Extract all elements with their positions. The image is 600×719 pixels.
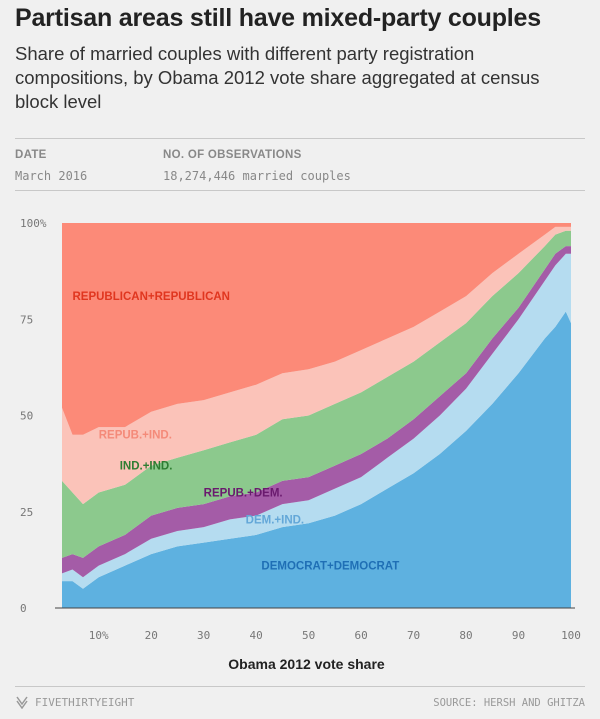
- stacked-area-chart: 0 25 50 75 100% 10% 20 30 40 50 60 70 80 90 100 Obama 2…: [20, 217, 581, 672]
- area-repub-ind: [62, 226, 571, 505]
- area-ind-ind: [62, 230, 571, 558]
- observations-value: 18,274,446 married couples: [163, 169, 351, 183]
- y-tick-label: 75: [20, 313, 33, 326]
- footer-source: SOURCE: HERSH AND GHITZA: [433, 697, 585, 709]
- series-label-repub-dem: REPUB.+DEM.: [204, 487, 283, 499]
- area-democrat-democrat: [62, 311, 571, 608]
- area-repub-dem: [62, 246, 571, 578]
- x-tick-label: 50: [302, 629, 315, 642]
- series-label-repub-ind: REPUB.+IND.: [99, 430, 172, 442]
- series-label-republican-republican: REPUBLICAN+REPUBLICAN: [72, 291, 230, 303]
- chart-title: Partisan areas still have mixed-party co…: [15, 4, 541, 32]
- x-tick-label: 70: [407, 629, 420, 642]
- series-label-ind-ind: IND.+IND.: [120, 460, 173, 472]
- footer-logo-text: FIVETHIRTYEIGHT: [35, 695, 135, 709]
- series-label-dem-ind: DEM.+IND.: [246, 514, 304, 526]
- area-republican-republican: [62, 223, 571, 435]
- divider-bottom: [15, 190, 585, 191]
- y-tick-label: 50: [20, 410, 33, 423]
- chart-subtitle: Share of married couples with different …: [15, 43, 540, 112]
- y-tick-label: 0: [20, 602, 27, 615]
- x-tick-label: 90: [512, 629, 525, 642]
- x-tick-label: 20: [145, 629, 158, 642]
- divider-top: [15, 138, 585, 139]
- x-tick-label: 100: [561, 629, 581, 642]
- x-tick-label: 40: [250, 629, 263, 642]
- footer-logo: FIVETHIRTYEIGHT: [15, 695, 134, 709]
- y-tick-label: 25: [20, 506, 33, 519]
- observations-label: NO. OF OBSERVATIONS: [163, 149, 302, 161]
- x-tick-label: 10%: [89, 629, 109, 642]
- x-axis-label: Obama 2012 vote share: [228, 656, 385, 672]
- area-dem-ind: [62, 253, 571, 589]
- x-tick-label: 80: [459, 629, 472, 642]
- x-tick-label: 30: [197, 629, 210, 642]
- date-label: DATE: [15, 149, 47, 161]
- date-value: March 2016: [15, 169, 88, 183]
- y-tick-label: 100%: [20, 217, 47, 230]
- x-tick-label: 60: [354, 629, 367, 642]
- series-label-democrat-democrat: DEMOCRAT+DEMOCRAT: [261, 561, 399, 573]
- fivethirtyeight-logo-icon: [16, 696, 28, 709]
- divider-footer: [15, 686, 585, 687]
